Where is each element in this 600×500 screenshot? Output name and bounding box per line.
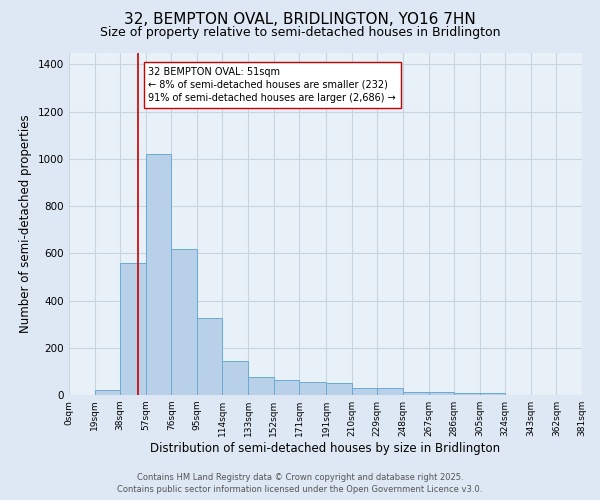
Text: 32 BEMPTON OVAL: 51sqm
← 8% of semi-detached houses are smaller (232)
91% of sem: 32 BEMPTON OVAL: 51sqm ← 8% of semi-deta… [148,66,396,103]
Bar [479,393,505,395]
Text: 32, BEMPTON OVAL, BRIDLINGTON, YO16 7HN: 32, BEMPTON OVAL, BRIDLINGTON, YO16 7HN [124,12,476,28]
Bar [197,318,223,395]
X-axis label: Distribution of semi-detached houses by size in Bridlington: Distribution of semi-detached houses by … [151,442,500,455]
Bar [172,248,197,395]
Bar [428,392,454,395]
Bar [299,382,326,395]
Text: Contains HM Land Registry data © Crown copyright and database right 2025.
Contai: Contains HM Land Registry data © Crown c… [118,472,482,494]
Bar [274,380,299,395]
Bar [223,361,248,395]
Bar [326,383,352,395]
Y-axis label: Number of semi-detached properties: Number of semi-detached properties [19,114,32,333]
Text: Size of property relative to semi-detached houses in Bridlington: Size of property relative to semi-detach… [100,26,500,39]
Bar [146,154,172,395]
Bar [377,388,403,395]
Bar [248,378,274,395]
Bar [403,392,428,395]
Bar [120,262,146,395]
Bar [95,390,120,395]
Bar [352,388,377,395]
Bar [454,393,479,395]
